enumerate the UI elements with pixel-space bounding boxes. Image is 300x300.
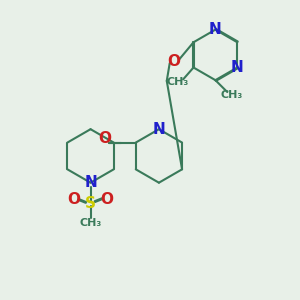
Text: S: S xyxy=(85,196,96,211)
Text: N: N xyxy=(84,175,97,190)
Text: N: N xyxy=(152,122,165,137)
Text: CH₃: CH₃ xyxy=(80,218,102,228)
Text: CH₃: CH₃ xyxy=(220,90,243,100)
Text: N: N xyxy=(209,22,222,37)
Text: N: N xyxy=(231,60,244,75)
Text: O: O xyxy=(68,191,81,206)
Text: O: O xyxy=(100,191,113,206)
Text: O: O xyxy=(168,54,181,69)
Text: O: O xyxy=(98,130,111,146)
Text: CH₃: CH₃ xyxy=(166,77,188,87)
